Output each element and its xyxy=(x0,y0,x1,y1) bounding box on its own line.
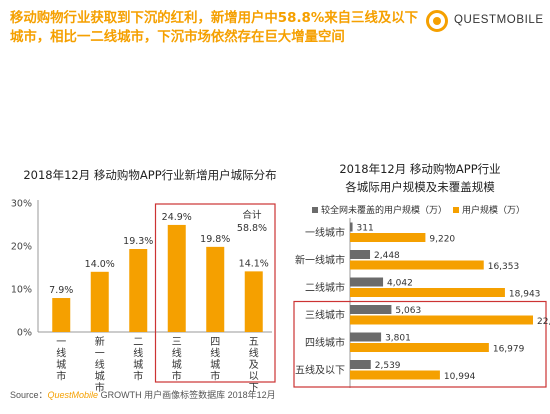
source-prefix: Source： xyxy=(10,390,48,400)
bar-users xyxy=(350,370,440,380)
x-tick-label-char: 新 xyxy=(95,335,105,348)
x-tick-label-char: 城 xyxy=(172,359,182,371)
bar-uncovered xyxy=(350,277,384,287)
source-note: Source：QuestMobile GROWTH 用户画像标签数据库 2018… xyxy=(10,388,276,401)
y-tick-label: 30% xyxy=(11,199,32,210)
x-tick-label-char: 线 xyxy=(172,347,182,360)
bar-uncovered-label: 2,539 xyxy=(375,361,401,371)
bar xyxy=(52,298,71,332)
total-annotation-label: 合计 xyxy=(242,209,262,221)
source-brand-b: GROWTH xyxy=(100,390,142,400)
bar-uncovered-label: 2,448 xyxy=(374,251,400,261)
bar-value-label: 24.9% xyxy=(162,212,192,223)
bar-users-label: 22,376 xyxy=(537,317,550,327)
bar-users xyxy=(350,233,426,242)
x-tick-label-char: 市 xyxy=(172,370,182,383)
x-tick-label-char: 市 xyxy=(95,381,105,394)
questmobile-logo-icon xyxy=(426,10,448,32)
y-tick-label: 10% xyxy=(11,285,32,296)
bar-uncovered xyxy=(350,360,371,369)
right-highlight-box xyxy=(293,300,547,388)
right-chart-title-line-1: 2018年12月 移动购物APP行业 xyxy=(339,162,501,176)
x-tick-label-char: 市 xyxy=(133,370,143,383)
category-label: 三线城市 xyxy=(305,309,345,322)
highlight-box xyxy=(154,203,276,383)
bar-users xyxy=(350,343,489,352)
legend-swatch-orange xyxy=(453,207,459,213)
bar-uncovered-label: 4,042 xyxy=(387,279,413,289)
questmobile-logo: QUESTMOBILE xyxy=(426,10,544,36)
x-tick-label-char: 城 xyxy=(133,359,143,371)
category-label: 四线城市 xyxy=(305,336,345,349)
bar-users-label: 16,979 xyxy=(493,345,525,355)
bar xyxy=(244,271,263,332)
x-tick-label-char: 线 xyxy=(249,347,259,360)
legend-swatch-gray xyxy=(312,207,318,213)
category-label: 一线城市 xyxy=(305,226,345,239)
source-rest: 用户画像标签数据库 2018年12月 xyxy=(141,390,276,400)
x-tick-label-char: 市 xyxy=(56,370,66,383)
x-tick-label-char: 五 xyxy=(249,337,259,348)
x-tick-label-char: 二 xyxy=(133,337,143,348)
y-tick-label: 0% xyxy=(17,328,32,339)
legend-label-users: 用户规模（万） xyxy=(462,204,525,216)
x-tick-label-char: 城 xyxy=(210,359,220,371)
left-chart-title: 2018年12月 移动购物APP行业新增用户城际分布 xyxy=(23,168,277,182)
x-tick-label-char: 及 xyxy=(249,359,259,371)
bar xyxy=(90,271,109,332)
y-tick-label: 20% xyxy=(11,242,32,253)
source-brand: QuestMobile xyxy=(47,390,99,400)
logo-text: QUESTMOBILE xyxy=(454,14,544,26)
bar-users xyxy=(350,315,533,325)
bar-users-label: 18,943 xyxy=(509,290,541,300)
bar-users xyxy=(350,288,505,297)
bar xyxy=(167,224,186,332)
category-label: 二线城市 xyxy=(305,281,345,294)
right-chart-title: 2018年12月 移动购物APP行业 各城际用户规模及未覆盖规模 xyxy=(300,160,540,196)
x-tick-label-char: 市 xyxy=(210,370,220,383)
bar-value-label: 14.1% xyxy=(239,258,269,269)
bar-users xyxy=(350,260,484,270)
category-label: 五线及以下 xyxy=(295,364,345,377)
x-tick-label-char: 线 xyxy=(210,347,220,360)
bar-value-label: 19.8% xyxy=(200,234,230,245)
x-tick-label-char: 城 xyxy=(95,371,105,383)
right-chart-title-line-2: 各城际用户规模及未覆盖规模 xyxy=(345,180,495,194)
bar-uncovered xyxy=(350,332,382,342)
x-tick-label-char: 以 xyxy=(249,372,259,383)
bar-uncovered xyxy=(350,305,392,314)
x-tick-label-char: 一 xyxy=(95,349,105,360)
bar-uncovered-label: 311 xyxy=(357,224,374,234)
x-tick-label-char: 三 xyxy=(172,337,182,348)
bar-users-label: 9,220 xyxy=(429,235,455,245)
bar-uncovered xyxy=(350,222,353,232)
x-tick-label-char: 线 xyxy=(95,358,105,371)
bar-uncovered xyxy=(350,250,371,259)
bar xyxy=(206,246,225,332)
bar-users-label: 16,353 xyxy=(488,262,520,272)
headline: 移动购物行业获取到下沉的红利，新增用户中58.8%来自三线及以下城市，相比一二线… xyxy=(10,11,419,45)
bar-value-label: 7.9% xyxy=(49,285,73,296)
bar xyxy=(129,249,148,332)
legend-label-uncovered: 较全网未覆盖的用户规模（万） xyxy=(321,204,447,216)
x-tick-label-char: 一 xyxy=(56,337,66,348)
bar-uncovered-label: 5,063 xyxy=(395,306,421,316)
x-tick-label-char: 城 xyxy=(56,359,66,371)
bar-value-label: 19.3% xyxy=(123,236,153,247)
bar-users-label: 10,994 xyxy=(444,372,476,382)
x-tick-label-char: 线 xyxy=(56,347,66,360)
x-tick-label-char: 下 xyxy=(249,383,259,394)
total-annotation-value: 58.8% xyxy=(237,223,267,234)
bar-value-label: 14.0% xyxy=(85,259,115,270)
category-label: 新一线城市 xyxy=(295,254,345,267)
bar-uncovered-label: 3,801 xyxy=(385,334,411,344)
x-tick-label-char: 线 xyxy=(133,347,143,360)
x-tick-label-char: 四 xyxy=(210,337,220,348)
